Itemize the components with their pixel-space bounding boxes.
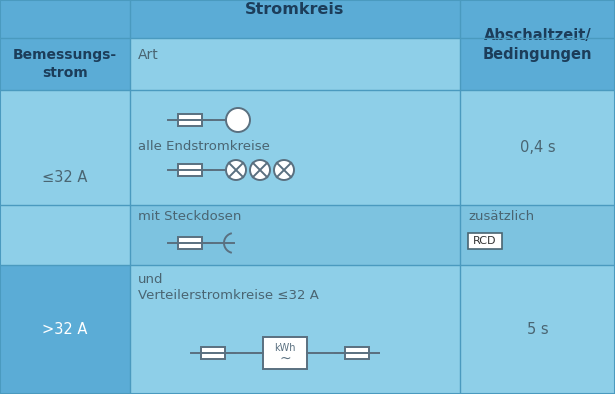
- Text: Art: Art: [138, 48, 159, 62]
- Text: kWh: kWh: [274, 343, 296, 353]
- Bar: [0, 90, 130, 265]
- Bar: [130, 38, 460, 90]
- Circle shape: [274, 160, 294, 180]
- Text: alle Endstromkreise: alle Endstromkreise: [138, 140, 270, 153]
- Text: 0,4 s: 0,4 s: [520, 140, 555, 155]
- Bar: [460, 0, 615, 90]
- Bar: [130, 265, 460, 394]
- Text: Stromkreis: Stromkreis: [245, 2, 344, 17]
- Bar: [201, 347, 225, 359]
- Text: Bemessungs-
strom: Bemessungs- strom: [13, 48, 117, 80]
- Bar: [130, 205, 460, 265]
- Bar: [178, 114, 202, 126]
- Bar: [460, 205, 615, 265]
- Text: ≤32 A: ≤32 A: [42, 170, 88, 185]
- Circle shape: [226, 108, 250, 132]
- Bar: [468, 233, 502, 249]
- Bar: [130, 0, 460, 38]
- Text: zusätzlich: zusätzlich: [468, 210, 534, 223]
- Bar: [0, 265, 130, 394]
- Bar: [130, 90, 460, 205]
- Bar: [460, 265, 615, 394]
- Bar: [178, 237, 202, 249]
- Bar: [0, 0, 130, 38]
- Circle shape: [250, 160, 270, 180]
- Text: und: und: [138, 273, 164, 286]
- Text: Abschaltzeit/
Bedingungen: Abschaltzeit/ Bedingungen: [483, 28, 592, 62]
- Bar: [263, 337, 307, 369]
- Bar: [178, 164, 202, 176]
- Text: ~: ~: [279, 352, 291, 366]
- Bar: [0, 38, 130, 90]
- Text: RCD: RCD: [474, 236, 497, 246]
- Bar: [460, 90, 615, 205]
- Bar: [345, 347, 369, 359]
- Text: Verteilerstromkreise ≤32 A: Verteilerstromkreise ≤32 A: [138, 289, 319, 302]
- Text: >32 A: >32 A: [42, 322, 88, 337]
- Text: mit Steckdosen: mit Steckdosen: [138, 210, 241, 223]
- Circle shape: [226, 160, 246, 180]
- Text: 5 s: 5 s: [526, 322, 549, 337]
